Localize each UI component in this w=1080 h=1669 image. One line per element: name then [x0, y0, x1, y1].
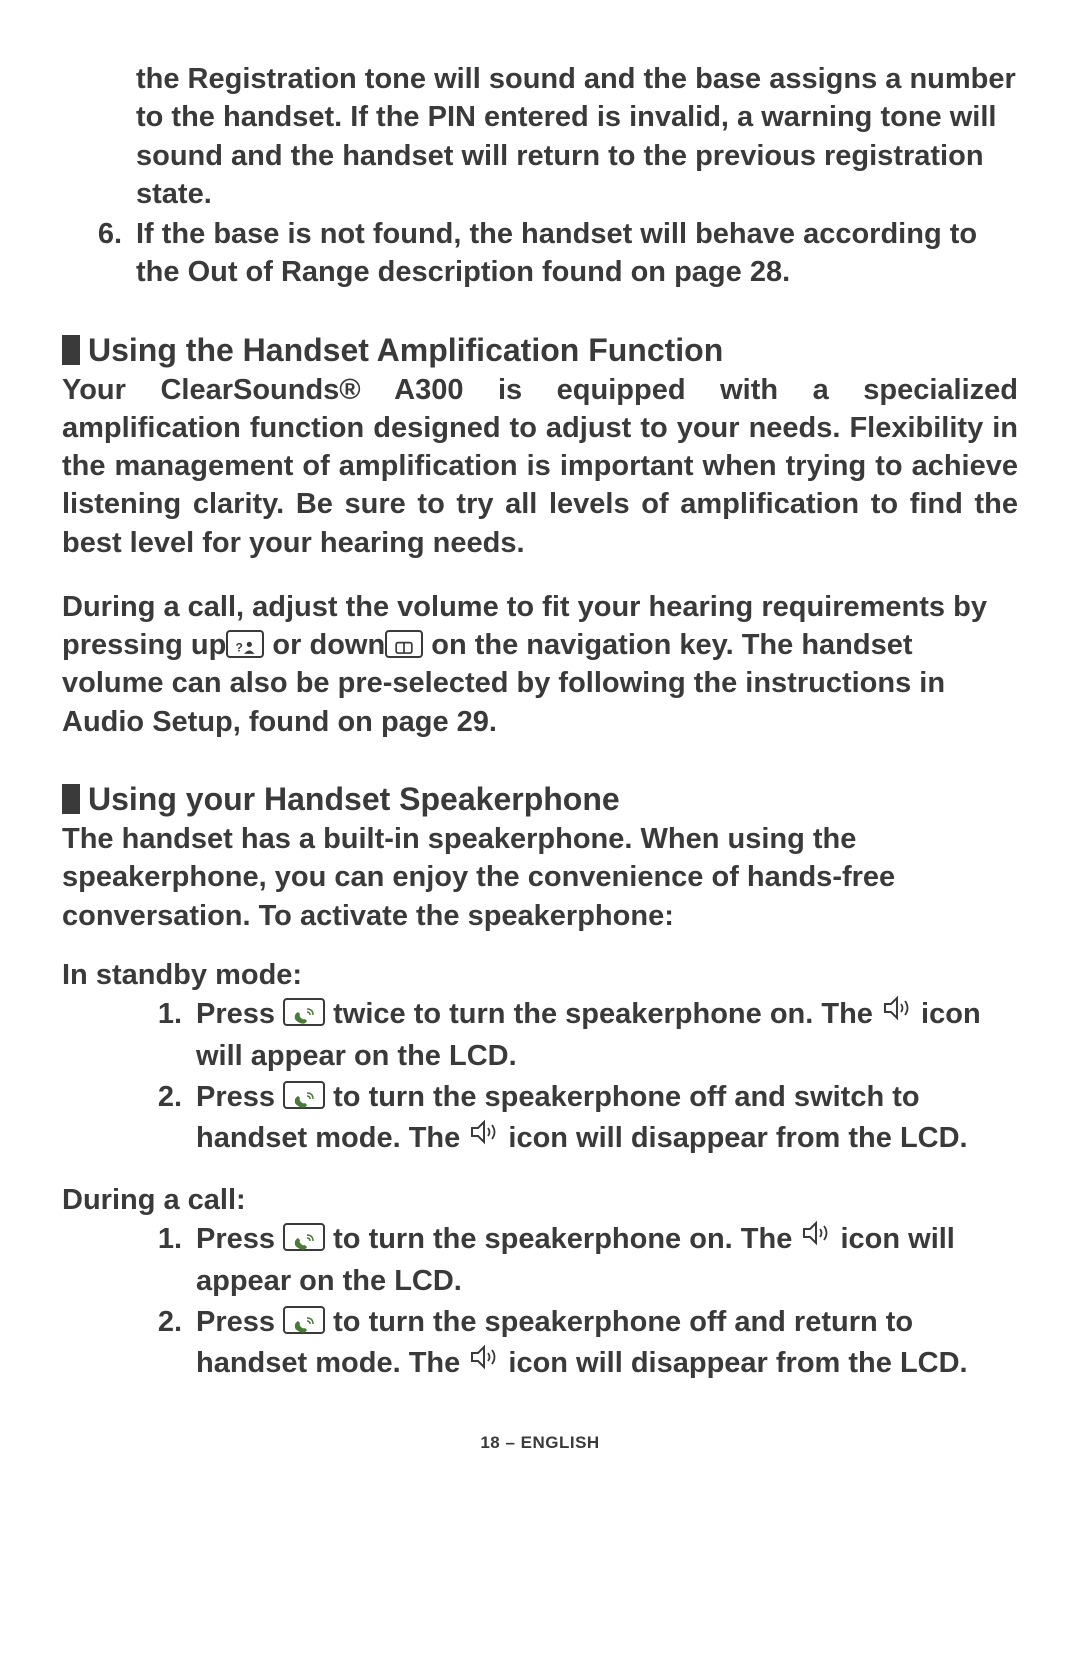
text: Press — [196, 1081, 283, 1113]
talk-key-icon — [283, 1306, 325, 1334]
continuation-paragraph: the Registration tone will sound and the… — [62, 60, 1018, 213]
item-number: 1. — [62, 1219, 196, 1302]
text: icon will disappear from the LCD. — [500, 1122, 967, 1154]
bold-text: ClearSounds® A300 — [160, 374, 463, 406]
svg-text:?: ? — [236, 640, 243, 654]
section-heading-amplification: Using the Handset Amplification Function — [62, 332, 1018, 369]
list-item-6: 6. If the base is not found, the handset… — [62, 215, 1018, 292]
item-number: 2. — [62, 1302, 196, 1385]
nav-down-icon — [385, 630, 423, 658]
section-heading-speakerphone: Using your Handset Speakerphone — [62, 781, 1018, 818]
speakerphone-intro: The handset has a built-in speakerphone.… — [62, 820, 1018, 935]
bold-text: Out of Range — [188, 256, 370, 288]
heading-bar-icon — [62, 335, 80, 365]
text: twice to turn the speakerphone on. The — [325, 998, 881, 1030]
standby-list: 1. Press twice to turn the speakerphone … — [62, 994, 1018, 1160]
item-number: 2. — [62, 1077, 196, 1160]
heading-text: Using the Handset Amplification Function — [88, 332, 723, 369]
item-body: Press to turn the speakerphone on. The i… — [196, 1219, 1018, 1302]
talk-key-icon — [283, 1223, 325, 1251]
talk-key-icon — [283, 998, 325, 1026]
speaker-sound-icon — [468, 1117, 500, 1158]
heading-bar-icon — [62, 784, 80, 814]
item-body: Press to turn the speakerphone off and r… — [196, 1302, 1018, 1385]
list-item: 1. Press to turn the speakerphone on. Th… — [62, 1219, 1018, 1302]
list-item: 2. Press to turn the speakerphone off an… — [62, 1302, 1018, 1385]
text: Press — [196, 1306, 283, 1338]
text: or down — [264, 629, 385, 661]
text: Press — [196, 1223, 283, 1255]
talk-key-icon — [283, 1081, 325, 1109]
manual-page: the Registration tone will sound and the… — [0, 0, 1080, 1483]
text: Your — [62, 374, 160, 406]
during-call-label: During a call: — [62, 1184, 1018, 1217]
item-body: Press to turn the speakerphone off and s… — [196, 1077, 1018, 1160]
bold-text: Audio Setup — [62, 706, 233, 738]
heading-text: Using your Handset Speakerphone — [88, 781, 620, 818]
amplification-para1: Your ClearSounds® A300 is equipped with … — [62, 371, 1018, 562]
text: icon will disappear from the LCD. — [500, 1347, 967, 1379]
item-body: Press twice to turn the speakerphone on.… — [196, 994, 1018, 1077]
item-number: 6. — [62, 215, 136, 292]
call-list: 1. Press to turn the speakerphone on. Th… — [62, 1219, 1018, 1385]
speaker-sound-icon — [881, 993, 913, 1034]
item-body: If the base is not found, the handset wi… — [136, 215, 1018, 292]
speaker-sound-icon — [468, 1342, 500, 1383]
text: to turn the speakerphone on. The — [325, 1223, 800, 1255]
text: , found on page 29. — [233, 706, 497, 738]
text: Press — [196, 998, 283, 1030]
text: description found on page 28. — [370, 256, 791, 288]
list-item: 2. Press to turn the speakerphone off an… — [62, 1077, 1018, 1160]
speaker-sound-icon — [800, 1218, 832, 1259]
page-footer: 18 – ENGLISH — [62, 1433, 1018, 1453]
list-item: 1. Press twice to turn the speakerphone … — [62, 994, 1018, 1077]
item-number: 1. — [62, 994, 196, 1077]
nav-up-icon: ? — [226, 630, 264, 658]
standby-mode-label: In standby mode: — [62, 959, 1018, 992]
amplification-para2: During a call, adjust the volume to fit … — [62, 588, 1018, 741]
